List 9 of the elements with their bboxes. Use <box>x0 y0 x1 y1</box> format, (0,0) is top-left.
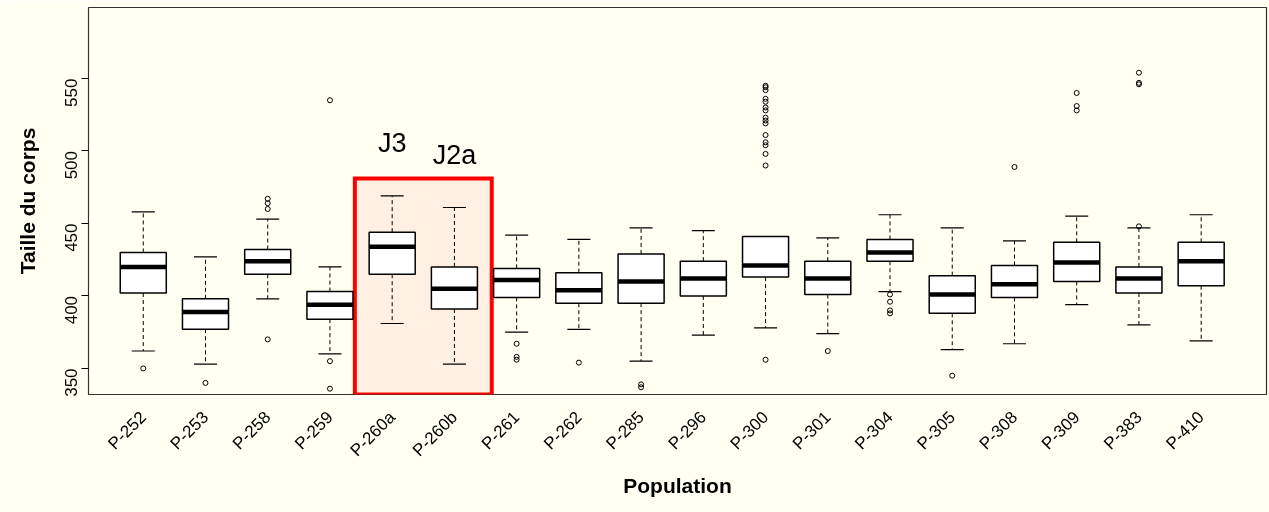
y-tick-label: 350 <box>62 368 82 397</box>
annotation: J2a <box>432 139 478 170</box>
y-tick-label: 400 <box>62 295 82 325</box>
y-tick-label: 450 <box>62 223 82 252</box>
y-tick-label: 550 <box>62 78 82 107</box>
y-tick-label: 500 <box>62 150 82 180</box>
x-axis-title: Population <box>623 473 732 497</box>
annotation: J3 <box>377 127 407 158</box>
y-axis-title: Taille du corps <box>15 127 39 275</box>
